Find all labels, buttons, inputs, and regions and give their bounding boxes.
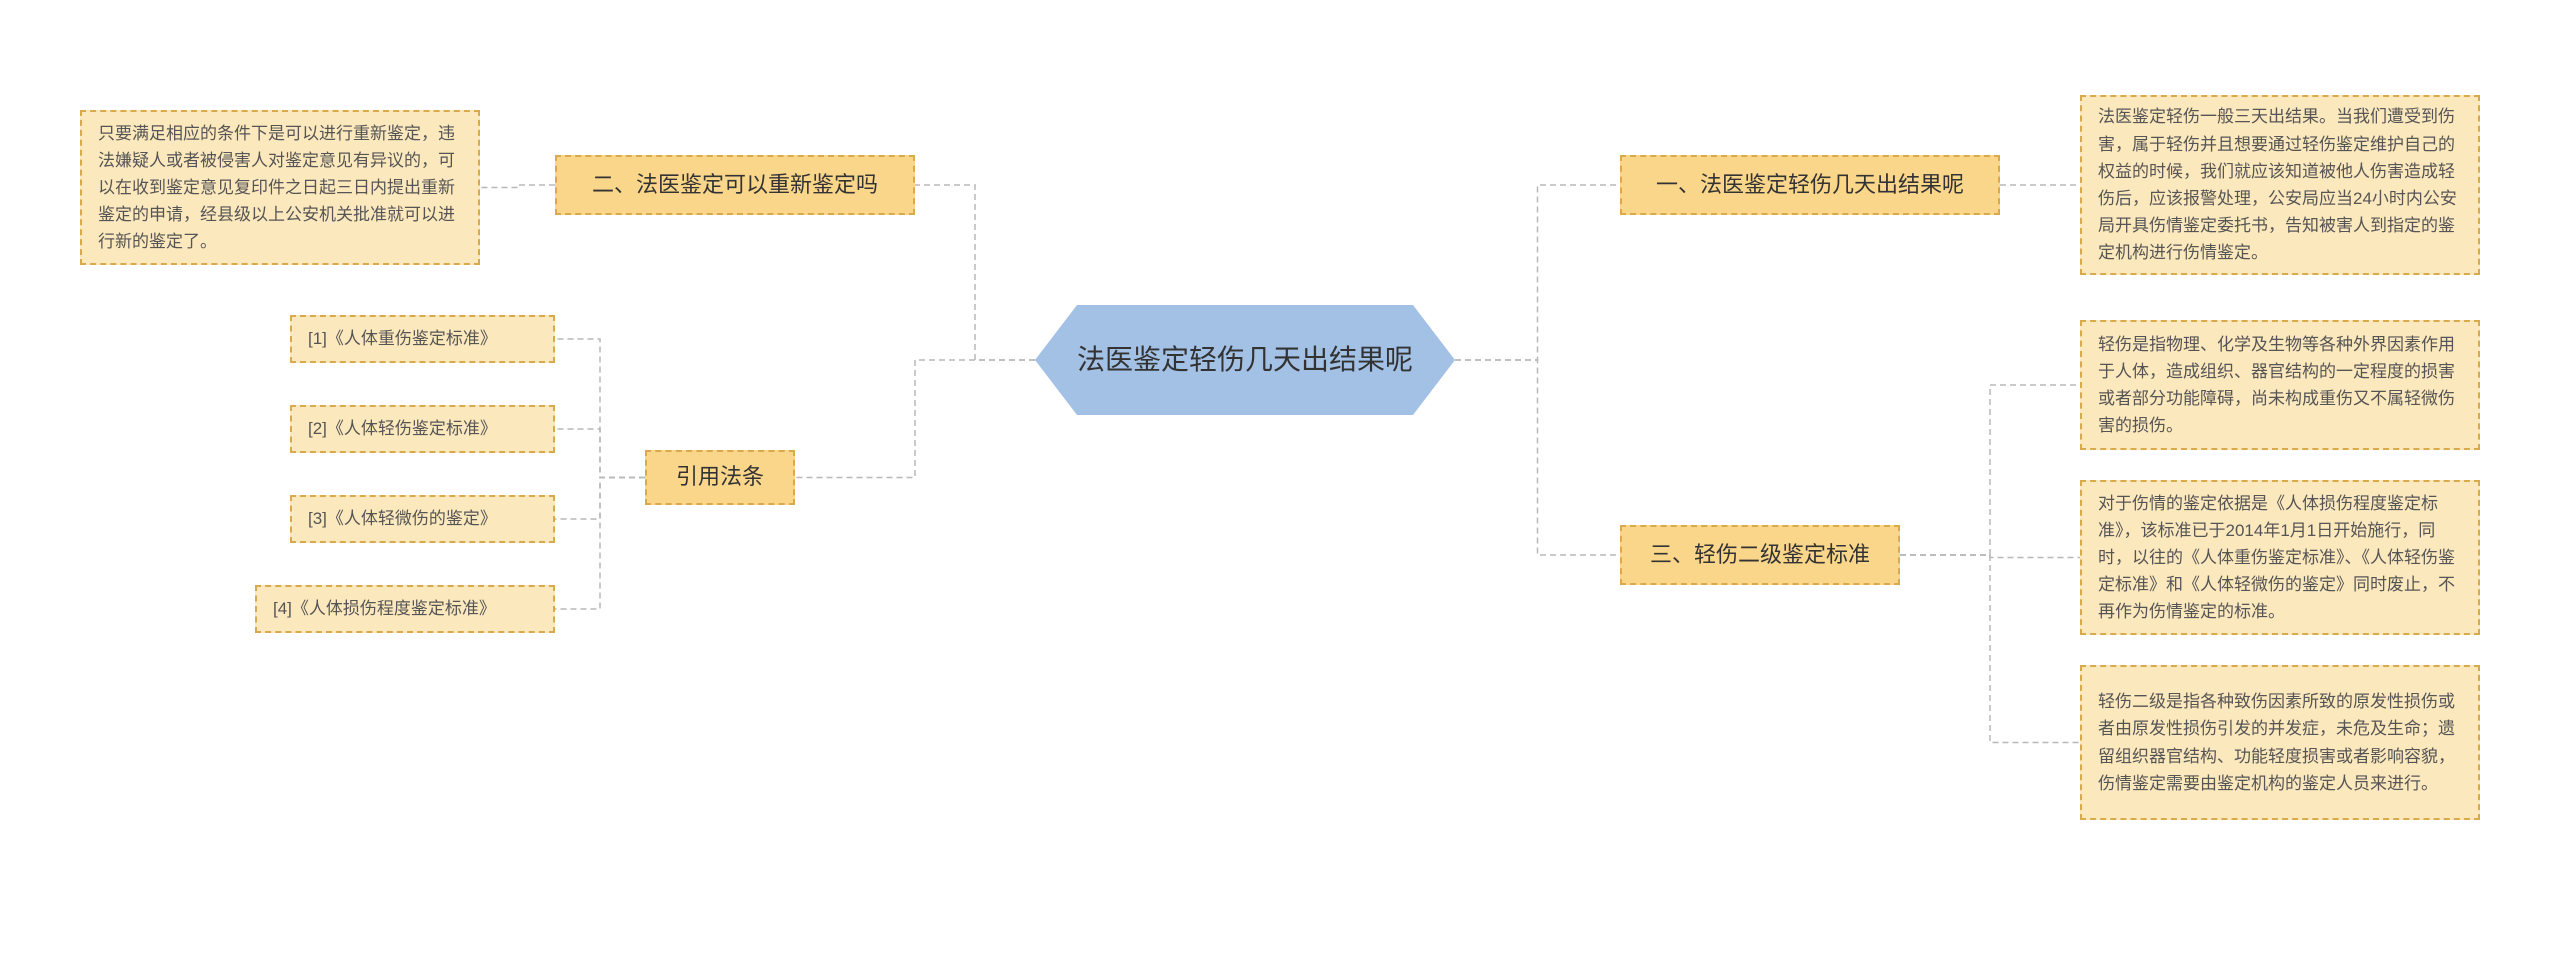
center-node: 法医鉴定轻伤几天出结果呢 [1035,305,1455,415]
leaf-b3-1: 对于伤情的鉴定依据是《人体损伤程度鉴定标准》，该标准已于2014年1月1日开始施… [2080,480,2480,635]
branch-b2: 二、法医鉴定可以重新鉴定吗 [555,155,915,215]
branch-b3: 三、轻伤二级鉴定标准 [1620,525,1900,585]
leaf-b4-2: [3]《人体轻微伤的鉴定》 [290,495,555,543]
leaf-b1-0: 法医鉴定轻伤一般三天出结果。当我们遭受到伤害，属于轻伤并且想要通过轻伤鉴定维护自… [2080,95,2480,275]
leaf-b3-2: 轻伤二级是指各种致伤因素所致的原发性损伤或者由原发性损伤引发的并发症，未危及生命… [2080,665,2480,820]
leaf-b2-0: 只要满足相应的条件下是可以进行重新鉴定，违法嫌疑人或者被侵害人对鉴定意见有异议的… [80,110,480,265]
branch-b4: 引用法条 [645,450,795,505]
leaf-b4-1: [2]《人体轻伤鉴定标准》 [290,405,555,453]
branch-b1: 一、法医鉴定轻伤几天出结果呢 [1620,155,2000,215]
leaf-b3-0: 轻伤是指物理、化学及生物等各种外界因素作用于人体，造成组织、器官结构的一定程度的… [2080,320,2480,450]
leaf-b4-0: [1]《人体重伤鉴定标准》 [290,315,555,363]
leaf-b4-3: [4]《人体损伤程度鉴定标准》 [255,585,555,633]
